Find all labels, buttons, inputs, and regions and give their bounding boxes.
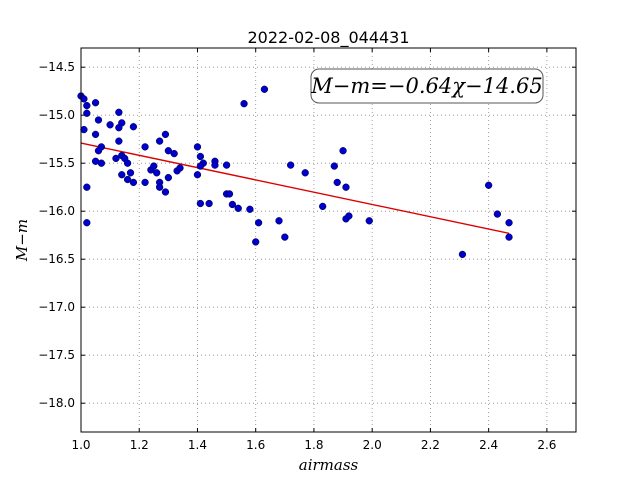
data-point [126,169,135,177]
y-tick-label: −17.0 [38,300,75,314]
y-tick-label: −15.5 [38,156,75,170]
data-point [91,99,100,107]
x-axis-label: airmass [299,456,359,474]
data-point [94,147,103,155]
data-point [339,147,347,155]
annotation-text: M−m=−0.64χ−14.65 [310,74,542,98]
y-axis-label: M−m [13,219,31,262]
y-tick-label: −15.0 [38,108,75,122]
data-point [115,137,123,145]
data-point [155,137,164,145]
x-tick-label: 1.8 [304,438,323,452]
data-point [252,238,260,246]
data-point [118,171,126,179]
data-point [365,217,373,225]
x-tick-label: 1.4 [188,438,207,452]
x-tick-label: 2.0 [363,438,382,452]
data-point [319,202,327,211]
data-point [225,190,234,198]
data-point [80,125,88,134]
x-tick-label: 1.0 [71,438,90,452]
data-point [83,101,91,110]
data-point [94,116,103,124]
fit-line [80,142,510,235]
data-point [228,200,237,209]
data-point [83,109,91,117]
y-tick-label: −14.5 [38,60,75,74]
y-tick-label: −17.5 [38,348,75,362]
x-tick-label: 1.2 [130,438,149,452]
data-point [484,181,493,189]
x-tick-label: 2.4 [479,438,498,452]
x-tick-label: 1.6 [246,438,265,452]
data-point [193,143,202,151]
data-point [193,171,202,179]
data-point [333,178,341,187]
data-point [164,147,173,155]
data-point [196,162,205,170]
data-point [222,161,231,169]
data-point [330,162,338,170]
y-tick-label: −16.5 [38,252,75,266]
data-point [345,212,353,220]
data-point [301,169,309,177]
plot-frame [80,47,577,433]
data-points [77,85,513,259]
data-point [141,143,149,151]
data-point [141,178,149,187]
data-point [493,210,502,218]
data-point [106,121,114,129]
data-point [161,188,170,196]
data-point [97,159,106,167]
data-point [155,183,164,191]
data-point [275,217,283,225]
data-point [281,233,289,241]
data-point [196,152,205,161]
data-point [83,183,91,191]
data-point [164,173,173,182]
y-tick-label: −18.0 [38,396,75,410]
data-point [115,108,123,116]
data-point [176,164,184,172]
data-point [112,154,120,163]
data-point [161,130,170,139]
data-point [458,250,467,259]
axis-ticks: 1.0 1.2 1.4 1.6 1.8 2.0 2.2 2.4 2.6 −14.5 −15.0 −15… [38,48,576,452]
data-point [196,199,205,208]
grid-lines [80,48,576,432]
data-point [150,162,158,170]
data-point [80,95,88,103]
data-point [505,219,513,227]
data-point [234,204,242,212]
data-point [240,100,248,108]
data-point [205,199,213,208]
data-point [83,219,91,227]
data-point [170,149,178,158]
fit-equation-annotation: M−m=−0.64χ−14.65 [310,68,544,104]
data-point [115,124,123,132]
data-point [246,205,254,213]
data-point [342,183,350,191]
annotation-box [310,68,544,104]
data-point [211,161,219,169]
data-point [254,219,263,227]
x-tick-label: 2.6 [537,438,556,452]
data-point [91,130,100,139]
fit-line-layer [80,142,510,235]
data-point [286,161,295,169]
chart-title: 2022-02-08_044431 [247,28,409,48]
y-tick-label: −16.0 [38,204,75,218]
data-point [123,175,132,184]
x-tick-label: 2.2 [421,438,440,452]
data-point [123,159,132,167]
data-point [129,178,138,187]
data-point [129,123,138,131]
data-point [153,169,161,177]
data-point [260,85,269,93]
data-point [505,233,513,241]
